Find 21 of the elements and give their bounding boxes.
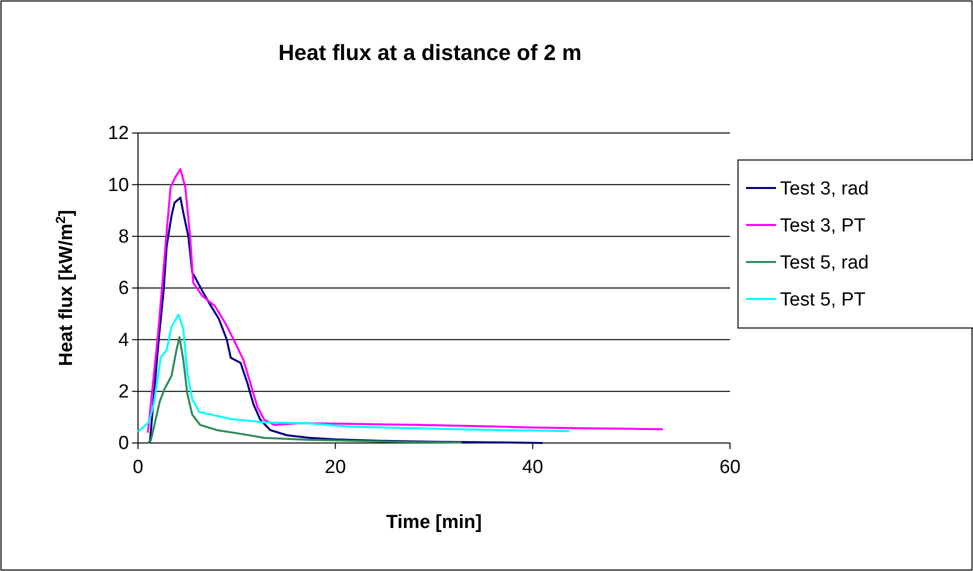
line-series xyxy=(137,314,570,433)
y-tick-label: 2 xyxy=(118,381,129,402)
y-tick-label: 4 xyxy=(118,330,130,351)
x-tick-label: 60 xyxy=(719,456,741,478)
y-tick-label: 0 xyxy=(118,433,129,454)
x-axis-title: Time [min] xyxy=(386,512,482,533)
chart-title: Heat flux at a distance of 2 m xyxy=(278,40,582,65)
y-tick-label: 10 xyxy=(108,174,129,196)
legend-label: Test 3, PT xyxy=(780,216,866,237)
line-series xyxy=(146,336,463,444)
line-series xyxy=(146,168,664,434)
legend-label: Test 3, rad xyxy=(780,178,869,200)
y-tick-label: 12 xyxy=(108,123,129,144)
legend-label: Test 5, PT xyxy=(780,290,866,311)
y-tick-label: 8 xyxy=(118,226,129,248)
x-tick-label: 40 xyxy=(522,456,544,478)
legend-label: Test 5, rad xyxy=(780,252,869,274)
x-tick-label: 0 xyxy=(132,456,144,478)
x-tick-label: 20 xyxy=(324,456,346,478)
line-series xyxy=(148,196,544,444)
y-tick-label: 6 xyxy=(118,278,129,300)
